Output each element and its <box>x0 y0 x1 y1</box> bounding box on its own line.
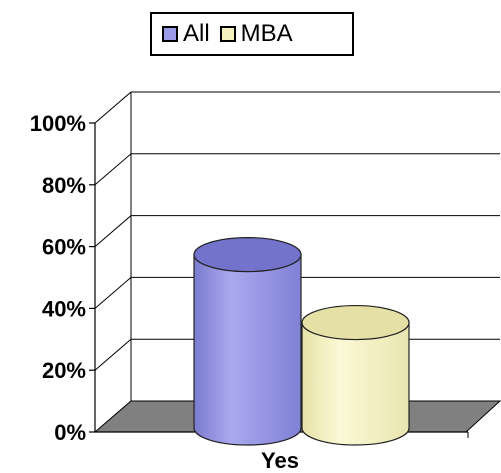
y-tick-label-5: 100% <box>30 111 86 136</box>
chart-legend: All MBA <box>150 12 354 56</box>
gridline-side-2 <box>94 277 132 309</box>
x-category-labels: Yes <box>261 448 299 473</box>
bars <box>193 237 410 446</box>
y-tick-label-1: 20% <box>42 358 86 383</box>
legend-label-mba: MBA <box>240 20 293 47</box>
legend-item-all: All <box>162 20 210 48</box>
y-tick-labels: 0% 20% 40% 60% 80% 100% <box>30 111 86 445</box>
plot-walls <box>94 91 500 401</box>
gridline-side-4 <box>94 153 132 186</box>
gridline-side-3 <box>94 215 132 247</box>
bar-mba-top <box>301 304 410 341</box>
legend-swatch-mba <box>219 26 236 42</box>
x-category-label-yes: Yes <box>261 448 299 473</box>
legend-label-all: All <box>183 20 210 47</box>
y-tick-label-0: 0% <box>54 420 86 445</box>
bar-all-top <box>193 237 302 273</box>
legend-swatch-all <box>162 26 178 42</box>
bar-all-body <box>193 254 302 446</box>
y-tick-label-3: 60% <box>42 235 86 260</box>
y-tick-label-2: 40% <box>42 296 86 321</box>
side-wall-top-edge <box>94 91 132 124</box>
bar-mba-body <box>301 321 410 446</box>
gridline-side-1 <box>94 338 132 371</box>
gridlines <box>94 153 500 371</box>
legend-item-mba: MBA <box>219 20 293 48</box>
y-axis <box>89 122 96 433</box>
y-tick-label-4: 80% <box>42 173 86 198</box>
